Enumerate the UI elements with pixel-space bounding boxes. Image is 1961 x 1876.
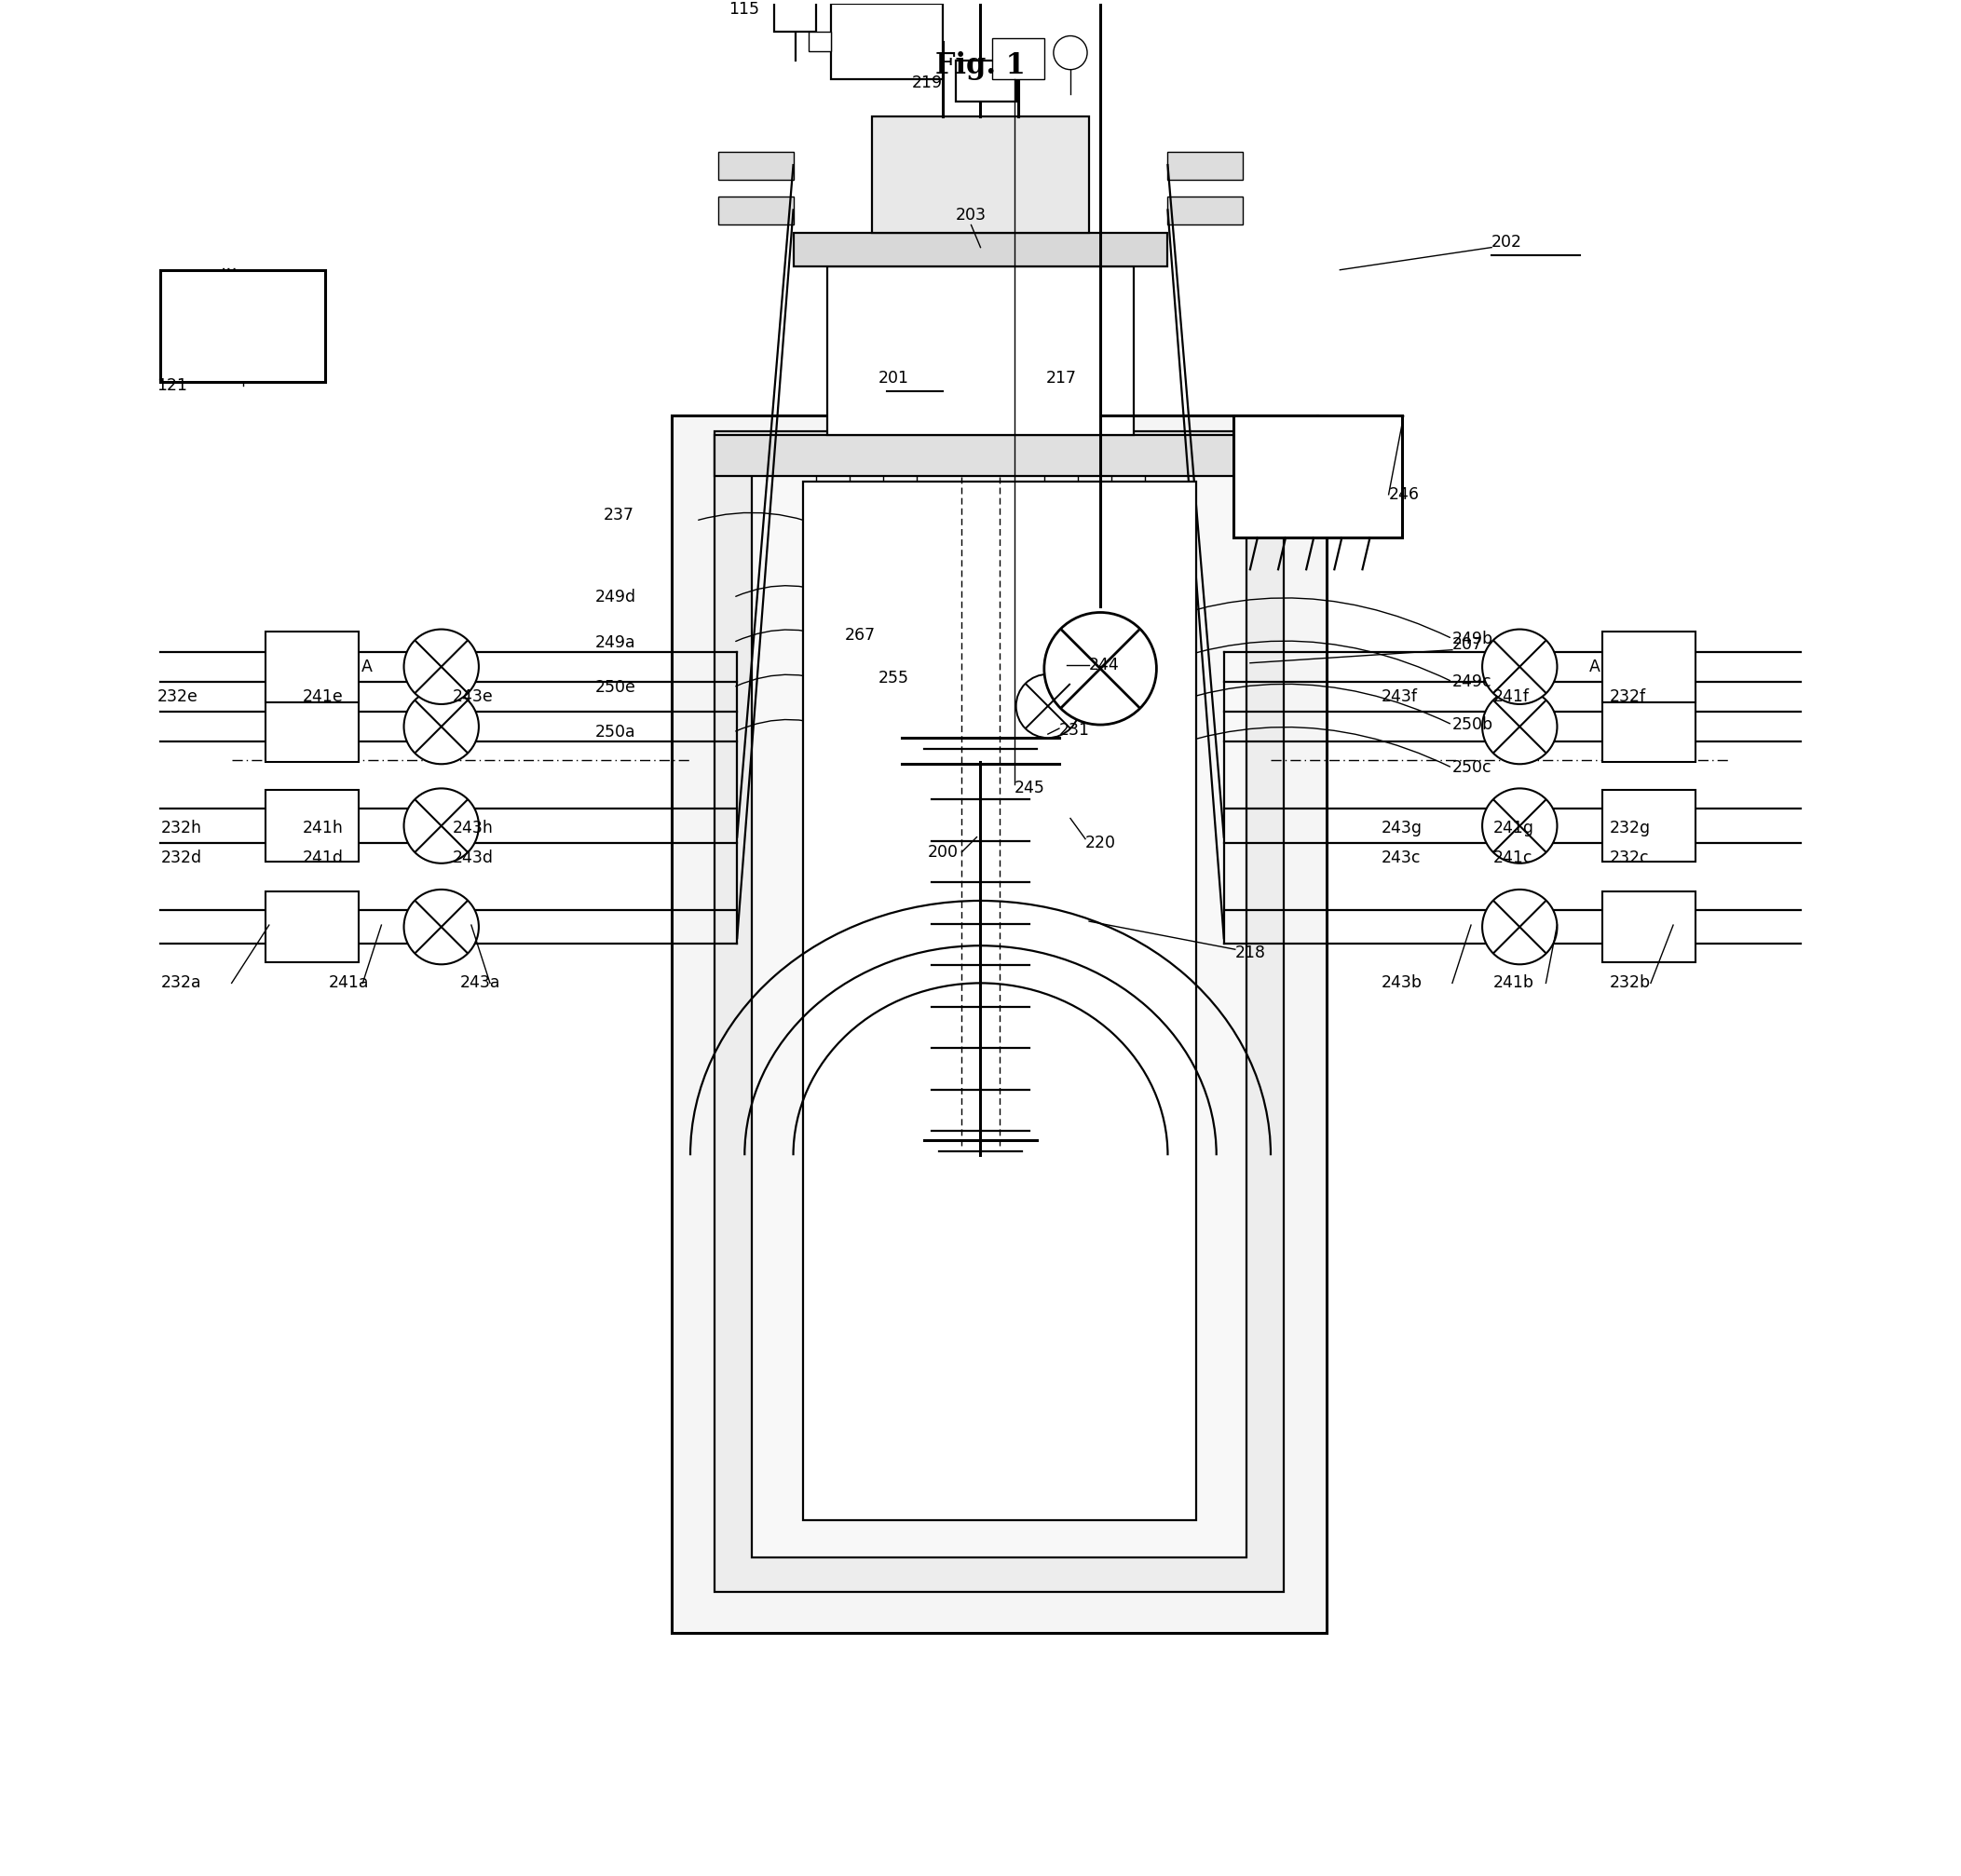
Bar	[831, 4, 943, 79]
Text: 232h: 232h	[161, 820, 202, 837]
Text: 207: 207	[1453, 636, 1483, 653]
Text: 232g: 232g	[1610, 820, 1651, 837]
Text: 243g: 243g	[1381, 820, 1422, 837]
Bar	[957, 60, 1016, 101]
Circle shape	[1053, 36, 1086, 69]
Text: 232d: 232d	[161, 850, 202, 867]
Circle shape	[1483, 688, 1557, 764]
Text: 243h: 243h	[453, 820, 494, 837]
Text: 219: 219	[912, 75, 943, 92]
Text: 243e: 243e	[453, 688, 494, 705]
Text: 220: 220	[1084, 835, 1116, 852]
Text: 249c: 249c	[1453, 673, 1492, 690]
Bar	[714, 431, 1284, 1591]
Bar	[802, 482, 1196, 1520]
Text: 217: 217	[1045, 370, 1077, 386]
Text: 241h: 241h	[302, 820, 343, 837]
Text: 231: 231	[1059, 722, 1090, 739]
Text: 241g: 241g	[1494, 820, 1534, 837]
Circle shape	[404, 788, 478, 863]
Text: 232b: 232b	[1610, 976, 1651, 991]
Circle shape	[1016, 673, 1081, 737]
Bar	[1602, 690, 1696, 762]
Text: 243c: 243c	[1381, 850, 1420, 867]
Text: 232c: 232c	[1610, 850, 1649, 867]
Text: A: A	[1588, 658, 1600, 675]
Text: 121: 121	[157, 377, 188, 394]
Text: 218: 218	[1235, 946, 1267, 962]
Bar	[265, 790, 359, 861]
Circle shape	[1483, 788, 1557, 863]
Text: 250b: 250b	[1453, 717, 1494, 734]
Text: 232e: 232e	[157, 688, 198, 705]
Text: 232f: 232f	[1610, 688, 1645, 705]
Text: 241d: 241d	[302, 850, 343, 867]
Text: 250a: 250a	[596, 724, 635, 741]
Bar	[161, 270, 326, 383]
Bar	[794, 233, 1167, 266]
Text: 201: 201	[879, 370, 910, 386]
Bar	[992, 38, 1043, 79]
Circle shape	[1043, 612, 1157, 724]
Text: 249b: 249b	[1453, 630, 1494, 647]
Bar	[775, 0, 816, 32]
Text: 232a: 232a	[161, 976, 202, 991]
Text: 203: 203	[955, 206, 986, 223]
Text: 249a: 249a	[596, 634, 635, 651]
Text: 241e: 241e	[302, 688, 343, 705]
Text: 249d: 249d	[594, 589, 635, 606]
Text: 241c: 241c	[1494, 850, 1534, 867]
Bar	[718, 152, 794, 180]
Text: 115: 115	[729, 2, 759, 19]
Circle shape	[404, 889, 478, 964]
Text: 243a: 243a	[461, 976, 500, 991]
Text: 202: 202	[1492, 233, 1522, 250]
Circle shape	[404, 628, 478, 704]
Text: 243f: 243f	[1381, 688, 1418, 705]
Text: 255: 255	[879, 670, 910, 687]
Text: 241a: 241a	[329, 976, 369, 991]
Circle shape	[1483, 628, 1557, 704]
Bar	[1602, 891, 1696, 962]
Text: 241b: 241b	[1494, 976, 1534, 991]
Circle shape	[404, 688, 478, 764]
Text: Fig. 1: Fig. 1	[935, 51, 1026, 81]
Bar	[671, 416, 1328, 1632]
Bar	[265, 690, 359, 762]
Text: 250e: 250e	[594, 679, 635, 696]
Bar	[753, 454, 1247, 1557]
Text: 243d: 243d	[453, 850, 494, 867]
Bar	[718, 197, 794, 225]
Bar	[265, 630, 359, 702]
Bar	[828, 266, 1133, 435]
Text: 245: 245	[1014, 780, 1045, 797]
Text: 267: 267	[845, 627, 877, 643]
Text: 237: 237	[604, 507, 633, 523]
Text: A: A	[361, 658, 373, 675]
Text: ...: ...	[222, 255, 239, 274]
Text: 241f: 241f	[1494, 688, 1530, 705]
Circle shape	[1483, 889, 1557, 964]
Bar	[1602, 790, 1696, 861]
Bar	[873, 116, 1088, 233]
Text: 250c: 250c	[1453, 760, 1492, 777]
Bar	[1602, 630, 1696, 702]
Text: 200: 200	[928, 844, 959, 861]
Bar	[808, 32, 831, 51]
Bar	[714, 435, 1284, 477]
Text: 243b: 243b	[1381, 976, 1422, 991]
Bar	[265, 891, 359, 962]
Bar	[1167, 152, 1243, 180]
Text: 244: 244	[1088, 657, 1120, 673]
Bar	[1233, 416, 1402, 538]
Text: 246: 246	[1388, 486, 1420, 503]
Bar	[1167, 197, 1243, 225]
